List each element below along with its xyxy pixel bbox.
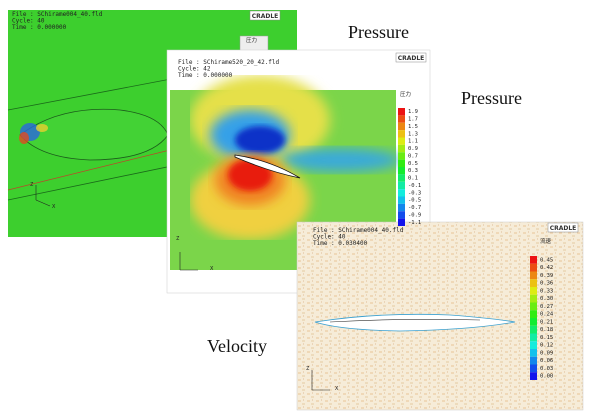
caption: Velocity [207, 336, 267, 356]
legend-label: 0.1 [408, 176, 418, 182]
colorbar-cell [398, 181, 405, 190]
legend-title: 圧力 [246, 36, 257, 44]
colorbar-cell [530, 310, 537, 318]
colorbar-cell [530, 318, 537, 326]
colorbar-cell [398, 159, 405, 167]
colorbar-cell [530, 271, 537, 280]
colorbar-cell [398, 115, 405, 123]
legend-label: 0.42 [540, 265, 553, 271]
logo-box [249, 10, 281, 21]
legend-label: -0.3 [408, 190, 421, 196]
colorbar-cell [530, 341, 537, 349]
logo: CRADLE [398, 55, 425, 62]
colorbar-cell [398, 218, 405, 226]
legend-label: -0.7 [408, 205, 421, 211]
legend-label: 1.3 [408, 131, 418, 137]
colorbar-cell [530, 356, 537, 365]
colorbar-cell [398, 167, 405, 175]
colorbar-cell [530, 333, 537, 342]
logo-box [395, 52, 427, 63]
logo: CRADLE [252, 13, 279, 20]
colorbar-cell [530, 279, 537, 287]
colorbar-cell [530, 256, 537, 264]
colorbar-cell [530, 294, 537, 303]
logo: CRADLE [550, 225, 577, 232]
caption: Pressure [461, 88, 522, 108]
legend-label: -0.9 [408, 212, 421, 218]
colorbar-cell [530, 263, 537, 272]
colorbar-cell [398, 196, 405, 204]
legend-label: 0.3 [408, 168, 418, 174]
colorbar-cell [398, 174, 405, 182]
colorbar-cell [398, 108, 405, 116]
colorbar-cell [530, 325, 537, 334]
legend-label: 0.09 [540, 350, 553, 356]
colorbar-cell [398, 137, 405, 145]
legend-label: 0.24 [540, 312, 554, 318]
legend-label: -0.1 [408, 183, 421, 189]
axis-label: Z [306, 366, 310, 372]
legend-label: 0.5 [408, 161, 418, 167]
legend-label: 1.9 [408, 109, 418, 115]
legend-label: 0.9 [408, 146, 418, 152]
axis-label: Z [30, 182, 34, 188]
logo-box [547, 222, 579, 233]
colorbar-cell [398, 122, 405, 131]
legend-label: 1.5 [408, 124, 418, 130]
colorbar-cell [530, 302, 537, 311]
legend-label: 0.27 [540, 304, 553, 310]
legend-label: 0.12 [540, 343, 553, 349]
header-line: Cycle: 42 [178, 66, 211, 73]
legend-title: 流速 [540, 237, 552, 245]
legend-label: 0.03 [540, 366, 553, 372]
legend-label: 0.39 [540, 273, 553, 279]
legend-label: 0.7 [408, 153, 418, 159]
header-line: File : SChirame004_40.fld [12, 11, 103, 18]
legend-title: 圧力 [400, 90, 411, 98]
header-line: Time : 0.000000 [178, 72, 233, 79]
header-line: Time : 0.030400 [313, 240, 368, 247]
colorbar-cell [398, 152, 405, 160]
legend-label: 0.45 [540, 257, 553, 263]
axis-label: Z [176, 236, 180, 242]
legend-label: 0.15 [540, 335, 553, 341]
legend-label: 0.36 [540, 281, 553, 287]
colorbar-cell [530, 372, 537, 380]
colorbar-cell [530, 364, 537, 373]
axis-label: X [210, 266, 214, 272]
colorbar-cell [398, 189, 405, 197]
axis-label: X [52, 204, 56, 210]
legend-label: 0.18 [540, 327, 553, 333]
colorbar-cell [398, 144, 405, 153]
legend-label: 0.00 [540, 374, 553, 380]
legend-label: 0.30 [540, 296, 553, 302]
caption: Pressure [348, 22, 409, 42]
colorbar-cell [398, 130, 405, 138]
legend-label: 1.1 [408, 139, 418, 145]
colorbar-cell [530, 349, 537, 357]
axis-label: X [335, 386, 339, 392]
legend-label: 0.06 [540, 358, 553, 364]
header-line: Cycle: 40 [313, 234, 346, 241]
legend-label: 1.7 [408, 117, 418, 123]
legend-label: 0.33 [540, 288, 553, 294]
header-line: Cycle: 40 [12, 18, 45, 25]
colorbar-cell [530, 287, 537, 295]
legend-label: -0.5 [408, 198, 421, 204]
legend-label: -1.1 [408, 220, 421, 226]
header-line: Time : 0.000000 [12, 24, 67, 31]
header-line: File : SChirame004_40.fld [313, 227, 404, 234]
header-line: File : SChirame520_20_42.fld [178, 59, 280, 66]
colorbar-cell [398, 211, 405, 219]
legend-label: 0.21 [540, 319, 553, 325]
colorbar-cell [398, 203, 405, 212]
